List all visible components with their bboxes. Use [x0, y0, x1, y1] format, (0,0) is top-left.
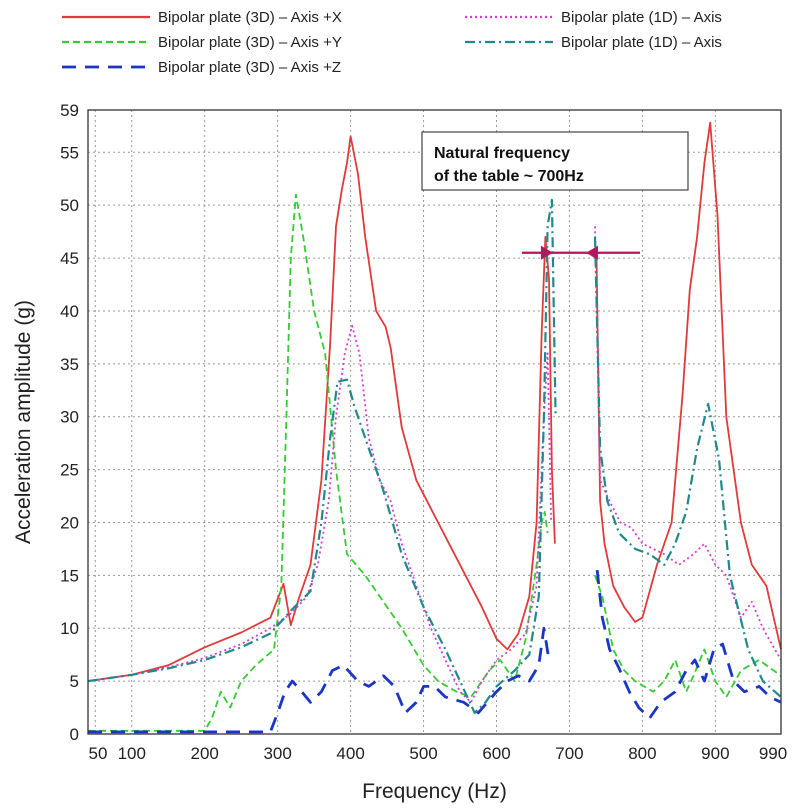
- x-tick-label-6: 600: [482, 744, 510, 763]
- legend: Bipolar plate (3D) – Axis +X Bipolar plat…: [62, 9, 722, 76]
- tick-labels: 50 100 200 300 400 500 600 700 800 900 990 0 5 10 15 20…: [60, 101, 787, 763]
- y-axis-label: Acceleration amplitude (g): [12, 300, 35, 544]
- series-line-1: [88, 193, 782, 732]
- x-tick-label-9: 900: [701, 744, 729, 763]
- plot-area-frame: [87, 109, 782, 735]
- y-tick-label-0: 0: [70, 725, 79, 744]
- series-layer: [87, 121, 782, 734]
- y-tick-label-2: 10: [60, 619, 79, 638]
- x-tick-label-5: 500: [409, 744, 437, 763]
- y-tick-label-6: 30: [60, 408, 79, 427]
- legend-label-1: Bipolar plate (3D) – Axis +Y: [158, 34, 342, 51]
- x-tick-label-1: 100: [118, 744, 146, 763]
- arrow-head-left: [540, 245, 553, 260]
- annotation-line-1: Natural frequency: [434, 145, 570, 162]
- annotation-box: [421, 131, 689, 191]
- natural-frequency-arrows: [521, 245, 640, 260]
- y-tick-label-3: 15: [60, 566, 79, 585]
- x-tick-label-10: 990: [759, 744, 787, 763]
- series-line-4: [87, 198, 782, 714]
- y-tick-label-8: 40: [60, 302, 79, 321]
- y-tick-label-4: 20: [60, 513, 79, 532]
- x-axis-label: Frequency (Hz): [362, 780, 507, 803]
- annotation: Natural frequency of the table ~ 700Hz: [421, 131, 689, 191]
- annotation-line-2: of the table ~ 700Hz: [434, 168, 584, 185]
- legend-label-2: Bipolar plate (3D) – Axis +Z: [158, 59, 341, 76]
- y-tick-label-9: 45: [60, 249, 79, 268]
- x-tick-label-4: 400: [336, 744, 364, 763]
- legend-label-0: Bipolar plate (3D) – Axis +X: [158, 9, 342, 26]
- y-tick-label-1: 5: [70, 672, 79, 691]
- x-tick-label-3: 300: [263, 744, 291, 763]
- y-tick-label-10: 50: [60, 196, 79, 215]
- series-line-0: [87, 121, 782, 682]
- y-tick-label-7: 35: [60, 355, 79, 374]
- x-tick-label-7: 700: [555, 744, 583, 763]
- y-tick-label-11: 55: [60, 143, 79, 162]
- series-line-2: [88, 569, 782, 734]
- legend-label-4: Bipolar plate (1D) – Axis: [561, 34, 722, 51]
- x-tick-label-8: 800: [628, 744, 656, 763]
- series-line-3: [87, 226, 782, 704]
- x-tick-label-2: 200: [191, 744, 219, 763]
- legend-label-3: Bipolar plate (1D) – Axis: [561, 9, 722, 26]
- grid: [88, 110, 781, 734]
- y-tick-label-5: 25: [60, 461, 79, 480]
- x-tick-label-0: 50: [89, 744, 108, 763]
- y-tick-label-12: 59: [60, 101, 79, 120]
- arrow-head-right: [585, 245, 598, 260]
